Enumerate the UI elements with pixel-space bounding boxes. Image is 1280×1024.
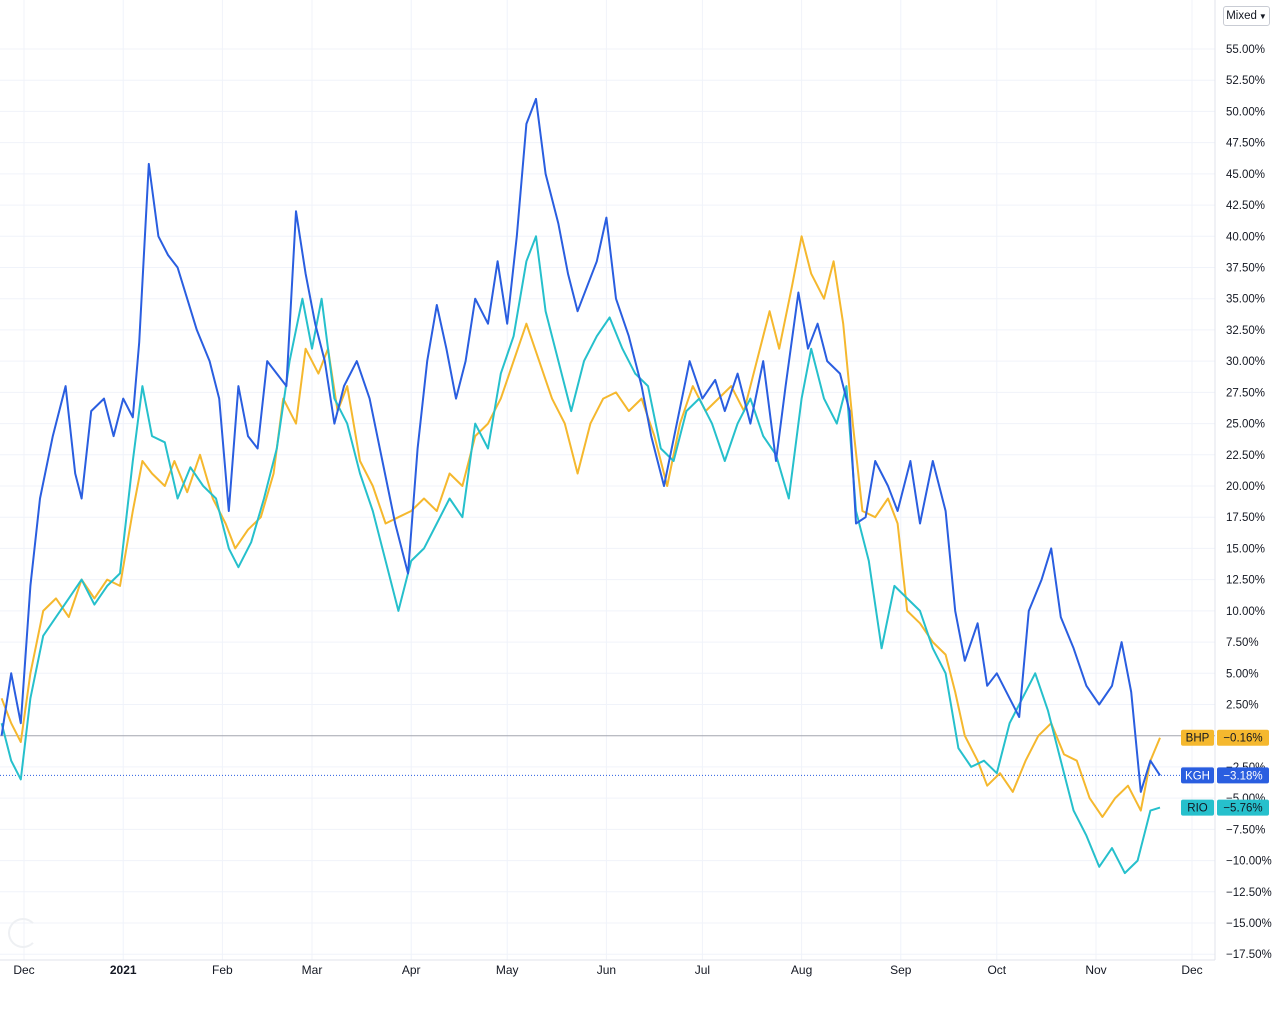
y-tick-label: 52.50% xyxy=(1226,75,1265,87)
series-lines xyxy=(0,97,1161,875)
axes xyxy=(0,0,1216,961)
y-tick-label: 45.00% xyxy=(1226,169,1265,181)
y-tick-label: 12.50% xyxy=(1226,575,1265,587)
series-line-kgh xyxy=(0,97,1161,793)
y-tick-label: 42.50% xyxy=(1226,200,1265,212)
badge-value-bg xyxy=(1217,767,1269,784)
loading-spinner-icon xyxy=(8,918,38,948)
y-tick-label: 50.00% xyxy=(1226,106,1265,118)
badge-name-bg xyxy=(1181,729,1214,746)
y-tick-label: 15.00% xyxy=(1226,543,1265,555)
badge-name-bg xyxy=(1181,767,1214,784)
y-tick-label: −10.00% xyxy=(1226,856,1272,868)
x-tick-label: Apr xyxy=(402,963,421,977)
y-tick-label: 2.50% xyxy=(1226,700,1259,712)
badge-name-bg xyxy=(1181,799,1214,816)
x-tick-label: Dec xyxy=(13,963,34,977)
badge-rio: RIO −5.76% xyxy=(1181,799,1269,816)
x-tick-label: Nov xyxy=(1085,963,1106,977)
y-tick-label: 40.00% xyxy=(1226,231,1265,243)
y-tick-label: 35.00% xyxy=(1226,294,1265,306)
y-tick-label: −17.50% xyxy=(1226,949,1272,961)
y-tick-label: 17.50% xyxy=(1226,512,1265,524)
chevron-down-icon: ▼ xyxy=(1258,11,1267,21)
badge-bhp: BHP −0.16% xyxy=(1181,729,1269,746)
x-tick-label: Oct xyxy=(987,963,1006,977)
y-tick-label: 25.00% xyxy=(1226,419,1265,431)
baseline xyxy=(0,735,1215,776)
x-axis-ticks: Dec 2021 Feb Mar Apr May Jun Jul Aug Sep Oct Nov Dec xyxy=(13,963,1202,977)
y-tick-label: −15.00% xyxy=(1226,918,1272,930)
y-tick-label: 32.50% xyxy=(1226,325,1265,337)
y-tick-label: 47.50% xyxy=(1226,138,1265,150)
last-value-label: −0.16% xyxy=(1223,733,1262,745)
y-axis-ticks: 55.00% 52.50% 50.00% 47.50% 45.00% 42.50% 40.0… xyxy=(1226,44,1272,961)
x-tick-label: Mar xyxy=(302,963,323,977)
badge-kgh: KGH −3.18% xyxy=(1181,767,1269,784)
y-tick-label: −7.50% xyxy=(1226,824,1265,836)
x-tick-label: Dec xyxy=(1181,963,1202,977)
series-name-label: KGH xyxy=(1185,770,1210,782)
y-tick-label: 10.00% xyxy=(1226,606,1265,618)
badge-value-bg xyxy=(1217,729,1269,746)
last-value-label: −5.76% xyxy=(1223,803,1262,815)
y-tick-label: 55.00% xyxy=(1226,44,1265,56)
last-value-badges: KGH −3.18% BHP −0.16% RIO −5.76% xyxy=(1181,729,1269,816)
y-tick-label: −12.50% xyxy=(1226,887,1272,899)
scale-mode-button[interactable]: Mixed ▼ xyxy=(1223,6,1270,26)
y-tick-label: 37.50% xyxy=(1226,263,1265,275)
series-line-bhp xyxy=(0,235,1161,818)
series-name-label: BHP xyxy=(1186,733,1210,745)
y-tick-label: 7.50% xyxy=(1226,637,1259,649)
series-line-rio xyxy=(0,235,1161,875)
x-tick-label: Aug xyxy=(791,963,812,977)
y-tick-label: 22.50% xyxy=(1226,450,1265,462)
x-tick-label: Feb xyxy=(212,963,233,977)
y-tick-label: 5.00% xyxy=(1226,668,1259,680)
badge-value-bg xyxy=(1217,799,1269,816)
y-tick-label: 27.50% xyxy=(1226,387,1265,399)
x-tick-label: Sep xyxy=(890,963,912,977)
y-tick-label: 30.00% xyxy=(1226,356,1265,368)
series-name-label: RIO xyxy=(1187,803,1208,815)
x-tick-label: May xyxy=(496,963,519,977)
x-tick-label: 2021 xyxy=(110,963,137,977)
scale-mode-label: Mixed xyxy=(1226,10,1257,22)
y-tick-label: 20.00% xyxy=(1226,481,1265,493)
x-tick-label: Jul xyxy=(695,963,710,977)
last-value-label: −3.18% xyxy=(1223,770,1262,782)
gridlines xyxy=(0,0,1215,960)
x-tick-label: Jun xyxy=(597,963,616,977)
